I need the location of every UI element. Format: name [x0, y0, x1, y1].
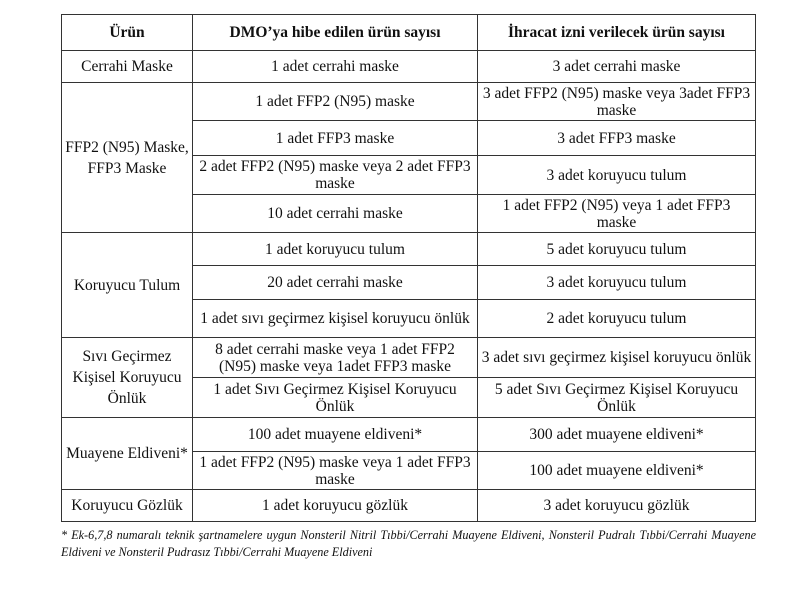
donated-cell: 8 adet cerrahi maske veya 1 adet FFP2 (N…	[192, 337, 478, 378]
export-cell: 300 adet muayene eldiveni*	[477, 417, 756, 452]
export-cell: 3 adet sıvı geçirmez kişisel koruyucu ön…	[477, 337, 756, 378]
donated-cell: 1 adet FFP2 (N95) maske	[192, 82, 478, 121]
table-row: FFP2 (N95) Maske, FFP3 Maske 1 adet FFP2…	[61, 82, 756, 233]
table-row: Muayene Eldiveni* 100 adet muayene eldiv…	[61, 417, 756, 490]
product-cell: Muayene Eldiveni*	[61, 417, 193, 490]
table-row: 1 adet Sıvı Geçirmez Kişisel Koruyucu Ön…	[62, 377, 756, 418]
table-row: 1 adet FFP2 (N95) maske veya 1 adet FFP3…	[62, 451, 756, 490]
export-cell: 2 adet koruyucu tulum	[477, 299, 756, 338]
export-cell: 3 adet koruyucu tulum	[477, 155, 756, 195]
donated-cell: 10 adet cerrahi maske	[192, 194, 478, 233]
table-row: 10 adet cerrahi maske 1 adet FFP2 (N95) …	[62, 194, 756, 233]
export-cell: 3 adet FFP2 (N95) maske veya 3adet FFP3 …	[477, 82, 756, 121]
export-cell: 5 adet koruyucu tulum	[477, 232, 756, 266]
donated-cell: 100 adet muayene eldiveni*	[192, 417, 478, 452]
header-donated: DMO’ya hibe edilen ürün sayısı	[192, 14, 478, 51]
table-row: Koruyucu Tulum 1 adet koruyucu tulum 5 a…	[61, 232, 756, 338]
donated-cell: 2 adet FFP2 (N95) maske veya 2 adet FFP3…	[192, 155, 478, 195]
table-row: 1 adet sıvı geçirmez kişisel koruyucu ön…	[62, 299, 756, 338]
donated-cell: 1 adet koruyucu gözlük	[192, 489, 478, 522]
table-row: 1 adet FFP3 maske 3 adet FFP3 maske	[62, 120, 756, 156]
header-product: Ürün	[61, 14, 193, 51]
table-row: Sıvı Geçirmez Kişisel Koruyucu Önlük 8 a…	[61, 337, 756, 418]
table-row: Koruyucu Gözlük 1 adet koruyucu gözlük 3…	[61, 489, 756, 522]
product-cell: Koruyucu Tulum	[61, 232, 193, 338]
header-row: Ürün DMO’ya hibe edilen ürün sayısı İhra…	[61, 14, 756, 51]
footnote: * Ek-6,7,8 numaralı teknik şartnamelere …	[61, 528, 756, 559]
header-export: İhracat izni verilecek ürün sayısı	[477, 14, 756, 51]
donated-cell: 1 adet sıvı geçirmez kişisel koruyucu ön…	[192, 299, 478, 338]
donated-cell: 1 adet cerrahi maske	[192, 50, 478, 83]
table-row: Cerrahi Maske 1 adet cerrahi maske 3 ade…	[61, 50, 756, 83]
product-cell: Cerrahi Maske	[61, 50, 193, 83]
product-table: Ürün DMO’ya hibe edilen ürün sayısı İhra…	[61, 14, 756, 522]
donated-cell: 1 adet Sıvı Geçirmez Kişisel Koruyucu Ön…	[192, 377, 478, 418]
table-row: 2 adet FFP2 (N95) maske veya 2 adet FFP3…	[62, 155, 756, 195]
donated-cell: 20 adet cerrahi maske	[192, 265, 478, 300]
donated-cell: 1 adet FFP2 (N95) maske veya 1 adet FFP3…	[192, 451, 478, 490]
export-cell: 3 adet FFP3 maske	[477, 120, 756, 156]
product-cell: Sıvı Geçirmez Kişisel Koruyucu Önlük	[61, 337, 193, 418]
table-row: 20 adet cerrahi maske 3 adet koruyucu tu…	[62, 265, 756, 300]
export-cell: 3 adet koruyucu tulum	[477, 265, 756, 300]
export-cell: 100 adet muayene eldiveni*	[477, 451, 756, 490]
donated-cell: 1 adet koruyucu tulum	[192, 232, 478, 266]
export-cell: 1 adet FFP2 (N95) veya 1 adet FFP3 maske	[477, 194, 756, 233]
export-cell: 3 adet koruyucu gözlük	[477, 489, 756, 522]
product-cell: FFP2 (N95) Maske, FFP3 Maske	[61, 82, 193, 233]
export-cell: 5 adet Sıvı Geçirmez Kişisel Koruyucu Ön…	[477, 377, 756, 418]
product-cell: Koruyucu Gözlük	[61, 489, 193, 522]
export-cell: 3 adet cerrahi maske	[477, 50, 756, 83]
donated-cell: 1 adet FFP3 maske	[192, 120, 478, 156]
